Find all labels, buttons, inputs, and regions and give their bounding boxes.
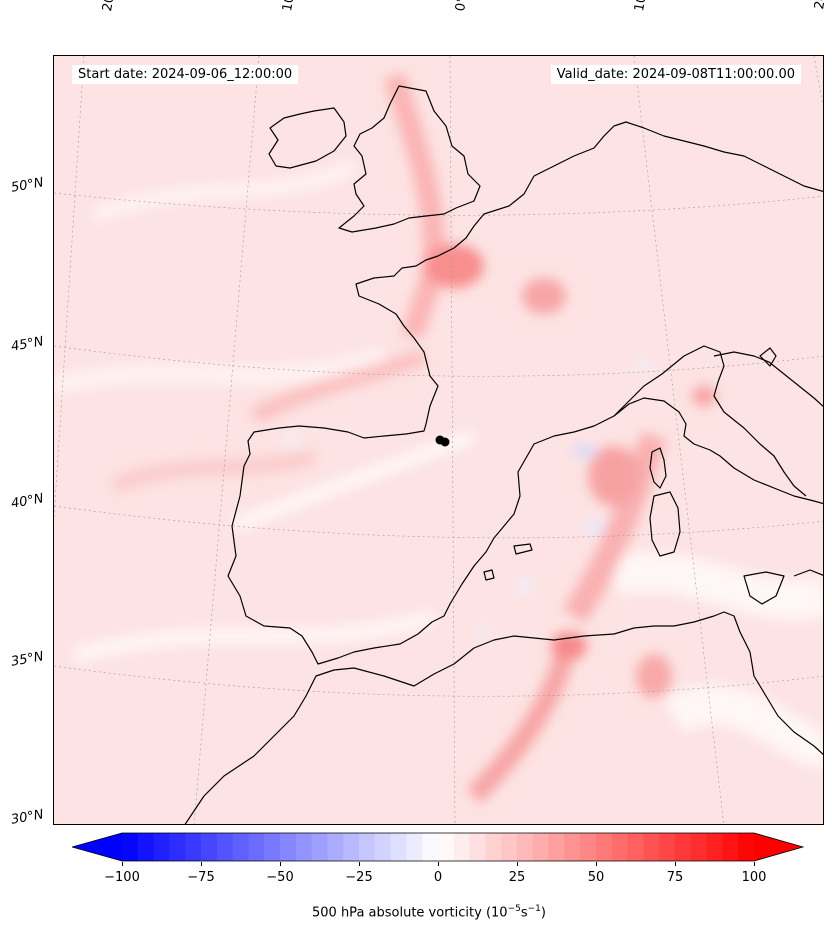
colorbar-cell bbox=[153, 833, 170, 861]
lon-label-10e: 10°E bbox=[632, 0, 652, 13]
colorbar-cell bbox=[327, 833, 344, 861]
colorbar-cell bbox=[532, 833, 550, 861]
colorbar-tick-label: 100 bbox=[741, 870, 767, 885]
colorbar-title-exponent: −5 bbox=[507, 904, 521, 914]
colorbar-tick-label: 50 bbox=[587, 870, 605, 885]
colorbar-cell bbox=[438, 833, 455, 861]
colorbar-cell bbox=[611, 833, 629, 861]
colorbar-tick-mark bbox=[280, 862, 281, 866]
colorbar-cell bbox=[264, 833, 281, 861]
lat-label-35n: 35°N bbox=[9, 649, 45, 670]
colorbar-cell bbox=[359, 833, 376, 861]
colorbar-cell bbox=[738, 833, 755, 861]
colorbar-cell bbox=[501, 833, 518, 861]
colorbar-cell bbox=[216, 833, 234, 861]
colorbar-cell bbox=[201, 833, 218, 861]
lat-label-50n: 50°N bbox=[9, 175, 45, 196]
colorbar-cell bbox=[280, 833, 297, 861]
colorbar-cell bbox=[169, 833, 186, 861]
lat-label-30n: 30°N bbox=[9, 807, 45, 828]
vorticity-field bbox=[54, 72, 823, 804]
colorbar-cell bbox=[248, 833, 265, 861]
colorbar-tick-label: −25 bbox=[345, 870, 373, 885]
colorbar-tick-label: −50 bbox=[266, 870, 294, 885]
colorbar-cell bbox=[311, 833, 328, 861]
colorbar-title-unit-exponent: −1 bbox=[527, 904, 541, 914]
colorbar-extend-max bbox=[754, 833, 803, 861]
colorbar-tick-mark bbox=[201, 862, 202, 866]
colorbar-tick-label: −75 bbox=[187, 870, 215, 885]
lon-label-10w: 10°W bbox=[280, 0, 301, 13]
colorbar-title: 500 hPa absolute vorticity (10−5s−1) bbox=[312, 904, 546, 920]
colorbar-cell bbox=[564, 833, 581, 861]
colorbar-cell bbox=[469, 833, 486, 861]
colorbar-tick-mark bbox=[359, 862, 360, 866]
colorbar-extend-min bbox=[72, 833, 122, 861]
colorbar-cell bbox=[580, 833, 597, 861]
colorbar-cell bbox=[722, 833, 739, 861]
colorbar-cell bbox=[675, 833, 692, 861]
colorbar-tick-mark bbox=[438, 862, 439, 866]
colorbar-cell bbox=[185, 833, 202, 861]
colorbar-cell bbox=[137, 833, 155, 861]
colorbar-cell bbox=[295, 833, 313, 861]
colorbar bbox=[72, 832, 804, 862]
colorbar-tick-label: 0 bbox=[433, 870, 443, 885]
colorbar-cell bbox=[122, 833, 139, 861]
valid-date-label: Valid_date: 2024-09-08T11:00:00.00 bbox=[550, 65, 801, 84]
colorbar-cell bbox=[422, 833, 439, 861]
colorbar-tick-mark bbox=[517, 862, 518, 866]
colorbar-tick-mark bbox=[754, 862, 755, 866]
colorbar-title-text: 500 hPa absolute vorticity (10 bbox=[312, 905, 508, 921]
colorbar-cell bbox=[596, 833, 613, 861]
colorbar-cell bbox=[406, 833, 423, 861]
colorbar-cell bbox=[706, 833, 723, 861]
colorbar-cell bbox=[690, 833, 708, 861]
vorticity-map bbox=[54, 56, 823, 824]
colorbar-tick-label: −100 bbox=[104, 870, 140, 885]
map-panel: Start date: 2024-09-06_12:00:00 Valid_da… bbox=[53, 55, 824, 825]
colorbar-cell bbox=[485, 833, 502, 861]
graticule bbox=[54, 56, 823, 824]
lon-label-20w: 20°W bbox=[100, 0, 121, 13]
colorbar-tick-label: 75 bbox=[666, 870, 684, 885]
colorbar-cell bbox=[627, 833, 644, 861]
start-date-label: Start date: 2024-09-06_12:00:00 bbox=[72, 65, 299, 84]
colorbar-title-close: ) bbox=[540, 905, 546, 921]
lat-label-40n: 40°N bbox=[9, 491, 45, 512]
colorbar-tick-mark bbox=[596, 862, 597, 866]
colorbar-cell bbox=[453, 833, 471, 861]
colorbar-cell bbox=[343, 833, 360, 861]
colorbar-cell bbox=[517, 833, 534, 861]
colorbar-cell bbox=[659, 833, 676, 861]
lon-label-0: 0° bbox=[453, 0, 471, 13]
colorbar-cell bbox=[643, 833, 660, 861]
colorbar-cell bbox=[374, 833, 392, 861]
colorbar-cell bbox=[548, 833, 565, 861]
colorbar-cell bbox=[390, 833, 407, 861]
location-marker bbox=[435, 435, 450, 447]
coastlines bbox=[184, 85, 823, 824]
colorbar-cell bbox=[232, 833, 249, 861]
colorbar-tick-mark bbox=[122, 862, 123, 866]
colorbar-title-unit: s bbox=[520, 905, 528, 921]
lon-label-20e: 20°E bbox=[812, 0, 832, 11]
colorbar-tick-label: 25 bbox=[508, 870, 526, 885]
colorbar-tick-mark bbox=[675, 862, 676, 866]
lat-label-45n: 45°N bbox=[9, 334, 45, 355]
